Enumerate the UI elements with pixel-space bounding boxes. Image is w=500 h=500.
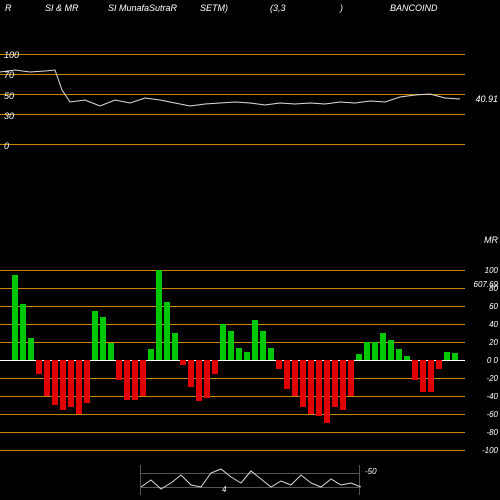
histogram-bar — [188, 360, 194, 387]
grid-line — [0, 324, 465, 325]
y-axis-label-right: 0 0 — [468, 356, 498, 365]
histogram-bar — [308, 360, 314, 414]
histogram-bar — [380, 333, 386, 360]
y-axis-label-right: -40 — [468, 392, 498, 401]
mini-axis-label: 4 — [222, 485, 226, 494]
grid-line — [0, 414, 465, 415]
histogram-bar — [228, 331, 234, 360]
histogram-bar — [444, 352, 450, 360]
value-callout: 607.69 — [474, 280, 498, 289]
histogram-bar — [332, 360, 338, 407]
y-axis-label-right: -60 — [468, 410, 498, 419]
histogram-bar — [316, 360, 322, 416]
histogram-bar — [156, 270, 162, 360]
histogram-bar — [340, 360, 346, 410]
histogram-bar — [348, 360, 354, 396]
y-axis-label-right: -100 — [468, 446, 498, 455]
y-axis-label-right: 20 — [468, 338, 498, 347]
histogram-bar — [132, 360, 138, 400]
y-axis-label-right: -20 — [468, 374, 498, 383]
histogram-bar — [108, 343, 114, 360]
histogram-bar — [12, 275, 18, 361]
value-callout: 40.91 — [475, 94, 498, 104]
histogram-bar — [44, 360, 50, 396]
histogram-bar — [100, 317, 106, 360]
histogram-bar — [180, 360, 186, 365]
histogram-bar — [148, 349, 154, 360]
histogram-bar — [412, 360, 418, 380]
histogram-bar — [252, 320, 258, 361]
histogram-bar — [388, 340, 394, 360]
histogram-bar — [140, 360, 146, 396]
histogram-bar — [28, 338, 34, 360]
histogram-bar — [212, 360, 218, 374]
histogram-bar — [284, 360, 290, 389]
y-axis-label-right: 60 — [468, 302, 498, 311]
histogram-bar — [244, 352, 250, 360]
histogram-bar — [84, 360, 90, 403]
histogram-bar — [76, 360, 82, 414]
histogram-bar — [36, 360, 42, 374]
grid-line — [0, 270, 465, 271]
histogram-bar — [60, 360, 66, 410]
histogram-bar — [436, 360, 442, 369]
histogram-bar — [52, 360, 58, 405]
histogram-bar — [268, 348, 274, 360]
histogram-bar — [236, 348, 242, 360]
y-axis-label-right: -80 — [468, 428, 498, 437]
histogram-bar — [428, 360, 434, 392]
histogram-bar — [276, 360, 282, 369]
histogram-bar — [68, 360, 74, 407]
grid-line — [0, 288, 465, 289]
histogram-bar — [260, 331, 266, 360]
histogram-bar — [356, 354, 362, 360]
y-axis-label-right: 100 — [468, 266, 498, 275]
series-label: MR — [484, 235, 498, 245]
histogram-bar — [324, 360, 330, 423]
histogram-bar — [124, 360, 130, 400]
histogram-bar — [420, 360, 426, 392]
histogram-bar — [364, 342, 370, 360]
grid-line — [0, 306, 465, 307]
histogram-bar — [220, 324, 226, 360]
histogram-bar — [196, 360, 202, 401]
rsi-line-chart — [0, 0, 465, 150]
histogram-bar — [372, 342, 378, 360]
y-axis-label-right: 40 — [468, 320, 498, 329]
histogram-bar — [404, 356, 410, 361]
histogram-bar — [164, 302, 170, 361]
histogram-bar — [300, 360, 306, 407]
mini-line-chart — [141, 465, 361, 495]
mini-axis-label: -50 — [365, 467, 377, 476]
histogram-bar — [292, 360, 298, 396]
histogram-bar — [172, 333, 178, 360]
histogram-bar — [452, 353, 458, 360]
grid-line — [0, 450, 465, 451]
mini-chart — [140, 465, 360, 495]
histogram-bar — [20, 304, 26, 360]
histogram-bar — [116, 360, 122, 380]
histogram-bar — [92, 311, 98, 361]
grid-line — [0, 432, 465, 433]
histogram-bar — [396, 349, 402, 360]
histogram-bar — [204, 360, 210, 398]
